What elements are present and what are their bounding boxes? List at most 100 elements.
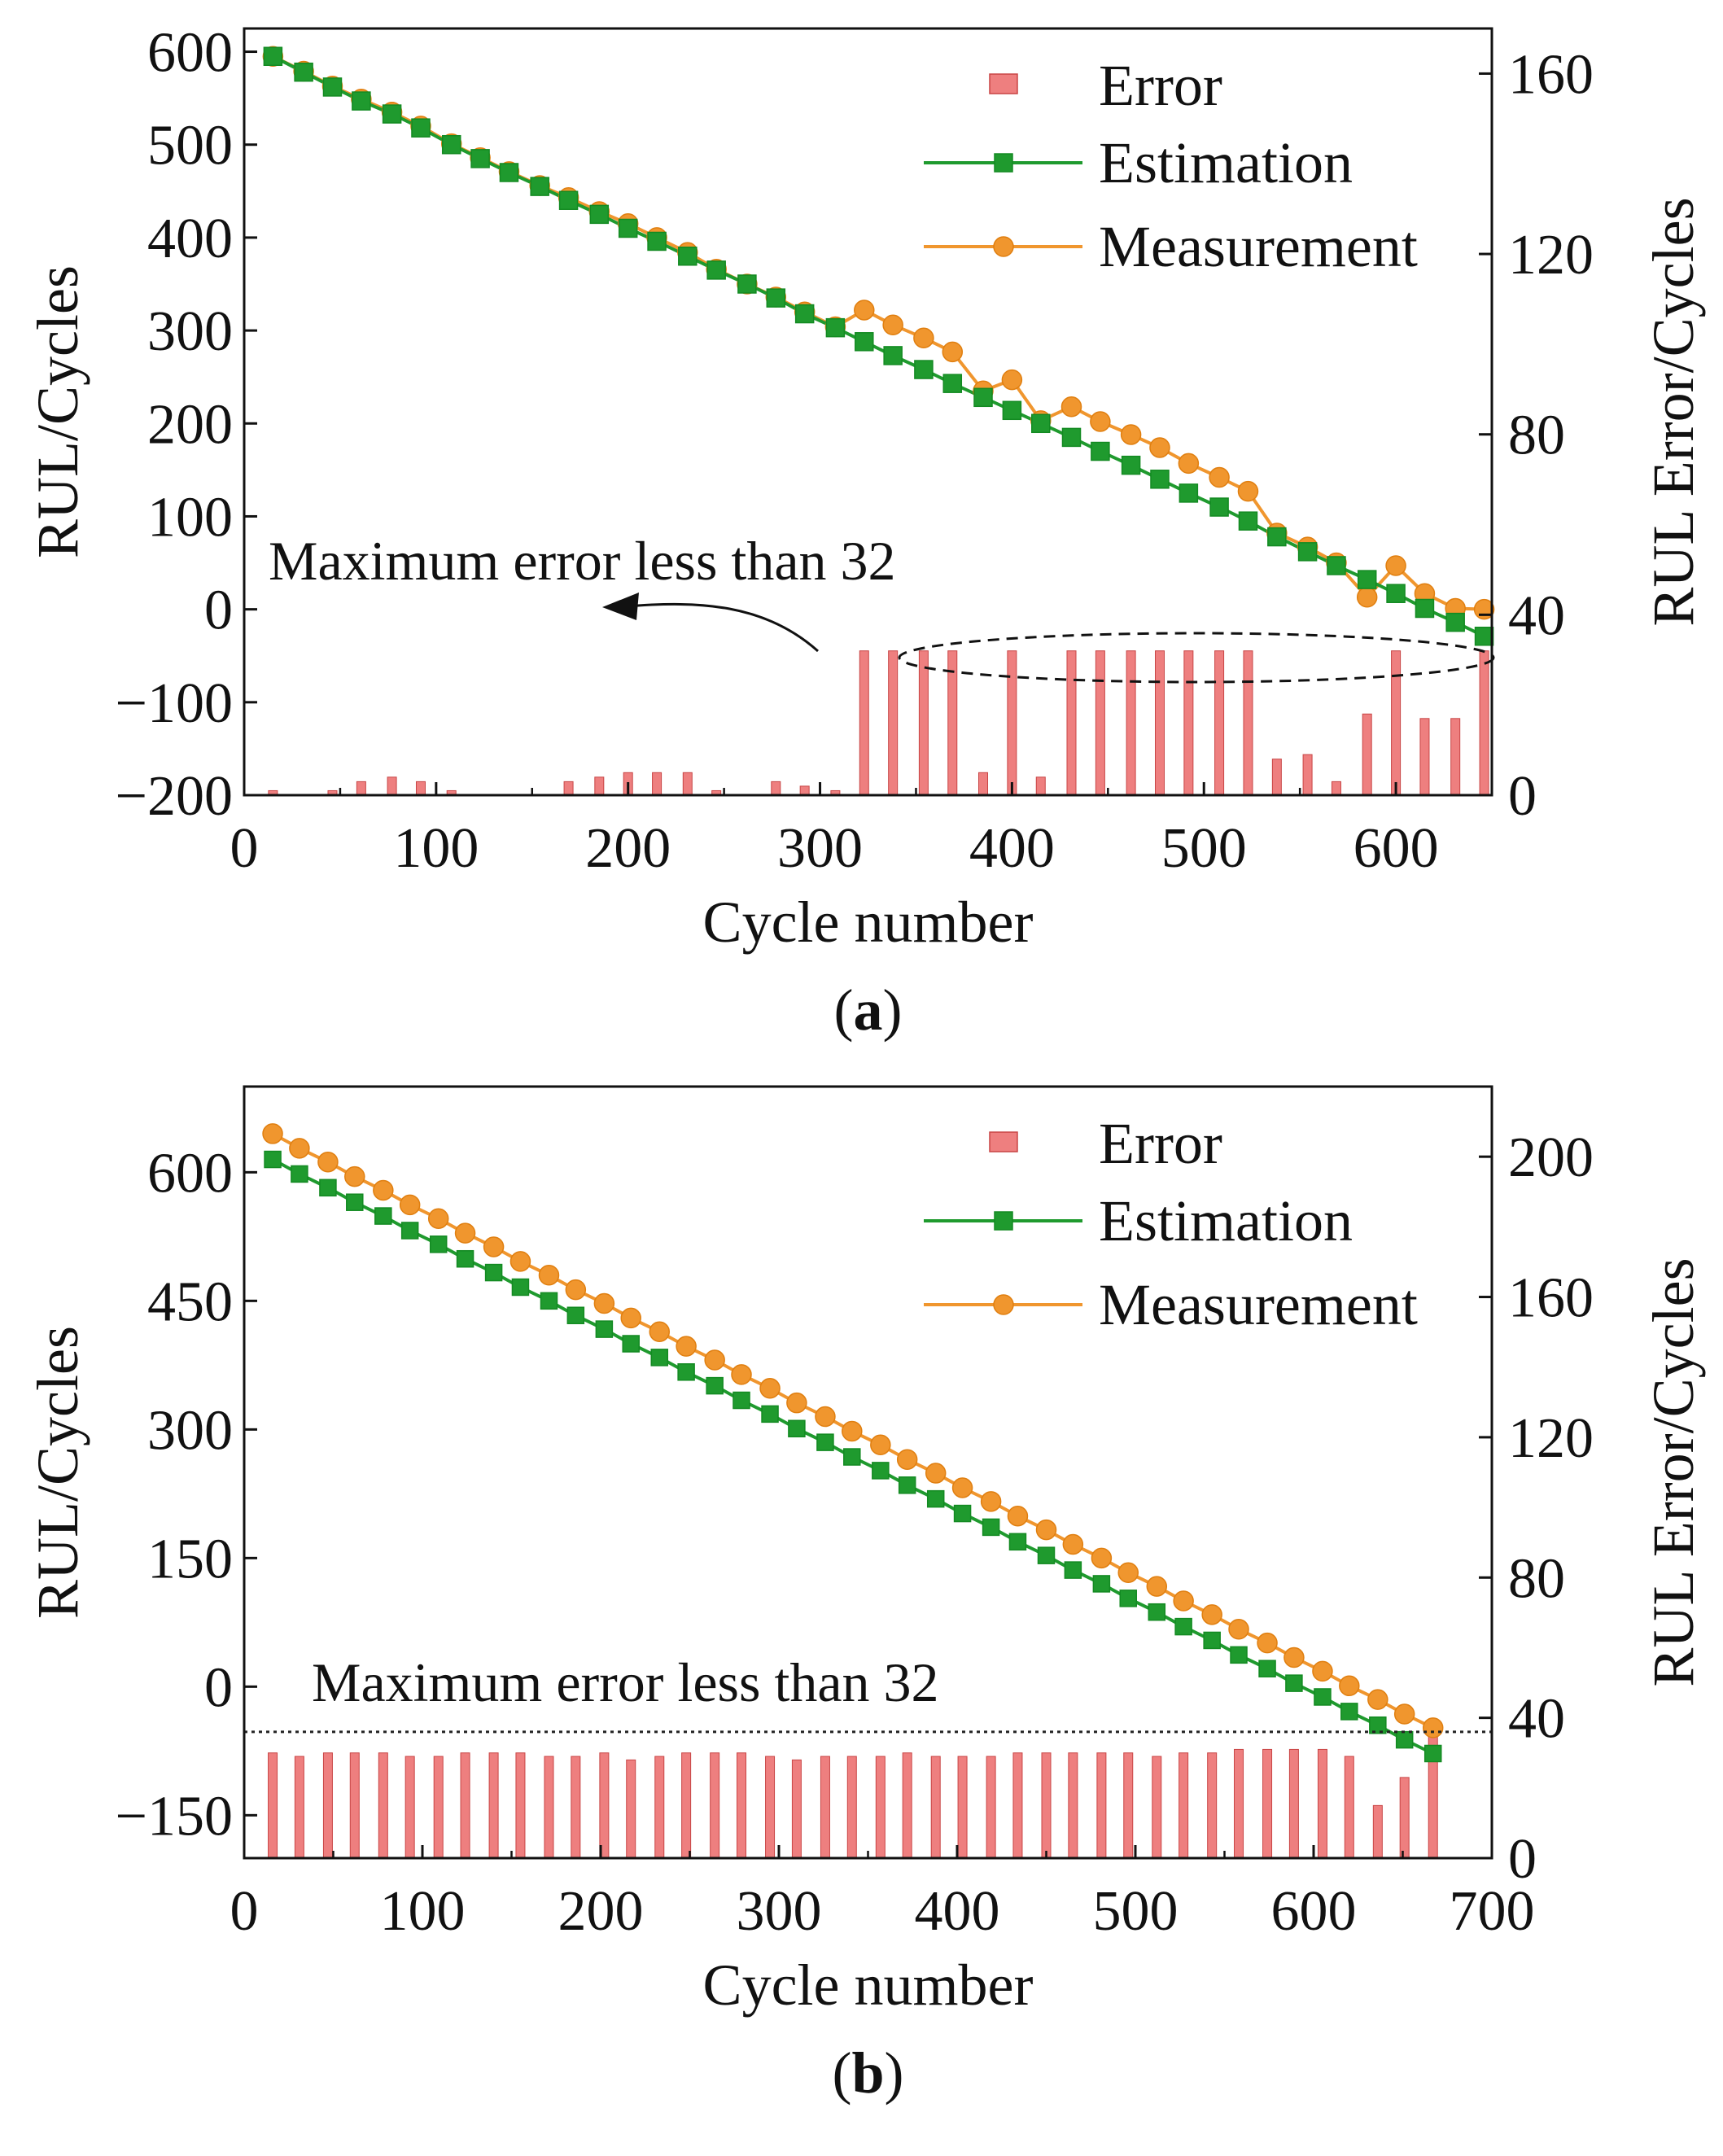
- error-bar: [1271, 759, 1282, 796]
- estimation-point: [1008, 1533, 1027, 1551]
- x-tick-label: 500: [1161, 817, 1247, 880]
- estimation-point: [1119, 1590, 1137, 1607]
- error-bar: [1391, 650, 1402, 796]
- measurement-point: [538, 1264, 560, 1286]
- error-bar: [1479, 650, 1489, 796]
- measurement-point: [1178, 453, 1200, 474]
- estimation-point: [855, 332, 874, 352]
- estimation-point: [678, 246, 698, 266]
- error-bar: [594, 776, 605, 796]
- error-bar: [322, 1752, 333, 1859]
- error-bar: [1154, 650, 1165, 796]
- estimation-point: [456, 1249, 474, 1268]
- error-bar: [1399, 1777, 1410, 1859]
- error-bar: [378, 1752, 388, 1859]
- legend-estimation-label: Estimation: [1099, 1188, 1353, 1253]
- y-right-tick-label: 0: [1508, 1828, 1537, 1891]
- measurement-point: [896, 1449, 918, 1470]
- error-bar: [571, 1756, 581, 1859]
- error-bar: [1123, 1752, 1134, 1859]
- error-bar: [1372, 1804, 1383, 1859]
- y-right-axis-label: RUL Error/Cycles: [1641, 197, 1706, 626]
- estimation-point: [914, 360, 934, 379]
- measurement-point: [1385, 555, 1406, 576]
- estimation-point: [1121, 455, 1141, 475]
- y-right-tick-label: 80: [1508, 1547, 1565, 1610]
- estimation-point: [400, 1222, 419, 1240]
- panel-caption: (b): [832, 2040, 903, 2106]
- measurement-point: [854, 300, 875, 321]
- estimation-point: [737, 274, 757, 294]
- measurement-point: [1091, 1547, 1113, 1569]
- caption-open-paren: (: [832, 2040, 851, 2106]
- estimation-point: [898, 1476, 916, 1494]
- measurement-point: [1237, 480, 1259, 502]
- y-right-tick-label: 40: [1508, 1688, 1565, 1751]
- estimation-point: [1340, 1703, 1358, 1721]
- legend-measurement-label: Measurement: [1099, 214, 1418, 279]
- error-bar: [652, 772, 663, 796]
- y-left-tick-label: 150: [147, 1528, 233, 1590]
- error-bar: [268, 1752, 278, 1859]
- measurement-point: [1149, 437, 1170, 458]
- plot-frame: [243, 27, 1493, 797]
- x-tick-label: 100: [380, 1880, 466, 1943]
- measurement-point: [1228, 1619, 1249, 1640]
- estimation-point: [322, 77, 343, 97]
- measurement-point: [1356, 587, 1378, 608]
- estimation-point: [622, 1335, 640, 1353]
- measurement-point: [1209, 466, 1230, 488]
- measurement-point: [1035, 1519, 1057, 1541]
- measurement-point: [731, 1364, 752, 1385]
- estimation-point: [706, 1376, 724, 1395]
- estimation-point: [883, 346, 903, 365]
- estimation-point: [499, 163, 519, 182]
- measurement-point: [1090, 411, 1111, 432]
- annotation-text: Maximum error less than 32: [312, 1651, 939, 1713]
- measurement-point: [1367, 1689, 1388, 1710]
- estimation-point: [1415, 598, 1435, 619]
- estimation-point: [1357, 570, 1377, 589]
- estimation-point: [264, 1150, 282, 1169]
- error-bar: [488, 1752, 499, 1859]
- measurement-point: [704, 1349, 725, 1371]
- caption-close-paren: ): [885, 2040, 904, 2106]
- estimation-point: [346, 1193, 364, 1211]
- y-left-axis-label: RUL/Cycles: [25, 1326, 90, 1619]
- y-left-tick-label: 600: [147, 22, 233, 85]
- legend-error-swatch: [989, 1131, 1018, 1152]
- error-bar: [957, 1756, 968, 1859]
- measurement-point: [454, 1222, 476, 1244]
- estimation-point: [263, 46, 283, 67]
- measurement-point: [1120, 424, 1142, 445]
- measurement-point: [565, 1279, 587, 1301]
- estimation-point: [1285, 1674, 1303, 1692]
- estimation-point: [973, 387, 993, 408]
- y-left-tick-label: 450: [147, 1270, 233, 1333]
- estimation-point: [294, 62, 313, 82]
- error-bar: [1179, 1752, 1189, 1859]
- error-bar: [1214, 650, 1225, 796]
- estimation-point: [788, 1419, 806, 1438]
- annotation-arrowhead: [602, 593, 639, 620]
- measurement-point: [1060, 396, 1082, 418]
- error-bar: [563, 781, 574, 796]
- measurement-point: [842, 1420, 863, 1442]
- measurement-point: [344, 1165, 365, 1187]
- error-bar: [626, 1759, 636, 1859]
- y-right-tick-label: 160: [1508, 43, 1594, 106]
- x-tick-label: 600: [1271, 1880, 1357, 1943]
- estimation-point: [706, 260, 726, 280]
- estimation-point: [953, 1504, 972, 1523]
- y-left-tick-label: −150: [116, 1785, 233, 1848]
- estimation-point: [1209, 497, 1229, 517]
- measurement-point: [317, 1151, 339, 1173]
- error-bar: [791, 1759, 802, 1859]
- estimation-point: [1395, 1730, 1414, 1749]
- error-bar: [1096, 1752, 1107, 1859]
- estimation-point: [816, 1433, 834, 1451]
- estimation-point: [1203, 1631, 1221, 1650]
- y-right-axis-label: RUL Error/Cycles: [1641, 1257, 1706, 1686]
- error-bar: [1041, 1752, 1052, 1859]
